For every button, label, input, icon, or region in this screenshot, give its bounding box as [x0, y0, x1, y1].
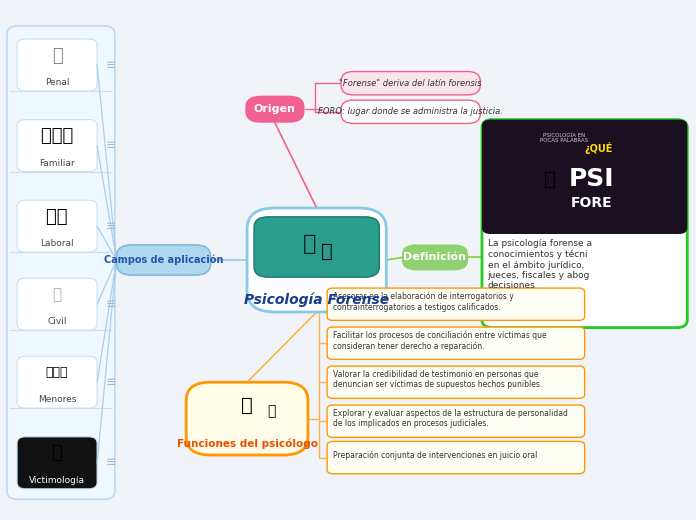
Text: Laboral: Laboral: [40, 239, 74, 249]
Text: ¿QUÉ: ¿QUÉ: [585, 142, 612, 154]
Text: Menores: Menores: [38, 395, 77, 405]
FancyBboxPatch shape: [17, 356, 97, 408]
Text: Psicología Forense: Psicología Forense: [244, 292, 389, 307]
Text: 👮: 👮: [544, 170, 555, 189]
FancyBboxPatch shape: [17, 39, 97, 91]
Text: Asesorar en la elaboración de interrogatorios y
contrainterrogatorios a testigos: Asesorar en la elaboración de interrogat…: [333, 292, 514, 311]
FancyBboxPatch shape: [246, 96, 305, 123]
FancyBboxPatch shape: [17, 437, 97, 489]
Text: Valorar la credibilidad de testimonio en personas que
denuncian ser víctimas de : Valorar la credibilidad de testimonio en…: [333, 370, 542, 389]
FancyBboxPatch shape: [327, 327, 585, 359]
Text: PSICOLOGÍA EN
POCAS PALABRAS: PSICOLOGÍA EN POCAS PALABRAS: [539, 133, 588, 144]
Text: Civil: Civil: [47, 317, 67, 327]
Text: 📷: 📷: [52, 288, 62, 302]
FancyBboxPatch shape: [116, 245, 210, 275]
Text: Explorar y evaluar aspectos de la estructura de personalidad
de los implicados e: Explorar y evaluar aspectos de la estruc…: [333, 409, 567, 428]
Text: Victimología: Victimología: [29, 476, 85, 485]
FancyBboxPatch shape: [186, 382, 308, 455]
Text: Facilitar los procesos de conciliación entre víctimas que
consideran tener derec: Facilitar los procesos de conciliación e…: [333, 330, 546, 351]
FancyBboxPatch shape: [327, 288, 585, 320]
Text: 👩‍💻: 👩‍💻: [47, 208, 68, 226]
Text: 🕵️: 🕵️: [52, 445, 63, 462]
FancyBboxPatch shape: [247, 208, 386, 312]
FancyBboxPatch shape: [327, 366, 585, 398]
FancyBboxPatch shape: [254, 217, 379, 277]
Text: 🤔: 🤔: [242, 396, 253, 415]
Text: ≡: ≡: [106, 220, 117, 233]
Text: FORO: lugar donde se administra la justicia.: FORO: lugar donde se administra la justi…: [318, 107, 503, 116]
Text: 💭: 💭: [267, 404, 276, 418]
FancyBboxPatch shape: [341, 72, 480, 95]
Text: 🔍: 🔍: [322, 242, 333, 261]
Text: FORE: FORE: [571, 196, 612, 210]
Text: "Forense" deriva del latín forensis: "Forense" deriva del latín forensis: [340, 79, 482, 88]
Text: ≡: ≡: [106, 457, 117, 469]
FancyBboxPatch shape: [17, 200, 97, 252]
Text: Definición: Definición: [404, 252, 466, 263]
FancyBboxPatch shape: [482, 120, 688, 328]
Text: Campos de aplicación: Campos de aplicación: [104, 255, 223, 265]
Text: 📷: 📷: [52, 47, 63, 64]
Text: Penal: Penal: [45, 78, 70, 87]
Text: 🧠: 🧠: [303, 235, 317, 254]
Text: Familiar: Familiar: [39, 159, 75, 168]
Text: ≡: ≡: [106, 375, 117, 389]
FancyBboxPatch shape: [402, 244, 468, 270]
FancyBboxPatch shape: [482, 120, 688, 234]
Text: 🧒👧👦: 🧒👧👦: [46, 366, 68, 380]
Text: 👨‍👩‍👧: 👨‍👩‍👧: [41, 127, 73, 145]
FancyBboxPatch shape: [17, 120, 97, 172]
Text: Origen: Origen: [254, 104, 296, 114]
FancyBboxPatch shape: [17, 278, 97, 330]
FancyBboxPatch shape: [327, 405, 585, 437]
Text: Preparación conjunta de intervenciones en juicio oral: Preparación conjunta de intervenciones e…: [333, 450, 537, 460]
Text: PSI: PSI: [569, 167, 615, 191]
FancyBboxPatch shape: [341, 100, 480, 124]
Text: ≡: ≡: [106, 297, 117, 311]
Text: ≡: ≡: [106, 59, 117, 72]
FancyBboxPatch shape: [327, 441, 585, 474]
Text: ≡: ≡: [106, 139, 117, 152]
FancyBboxPatch shape: [7, 26, 115, 499]
Text: Funciones del psicólogo: Funciones del psicólogo: [177, 438, 317, 449]
Text: La psicología forense a
conocimientos y técni
en el ámbito jurídico,
jueces, fis: La psicología forense a conocimientos y …: [487, 239, 592, 290]
